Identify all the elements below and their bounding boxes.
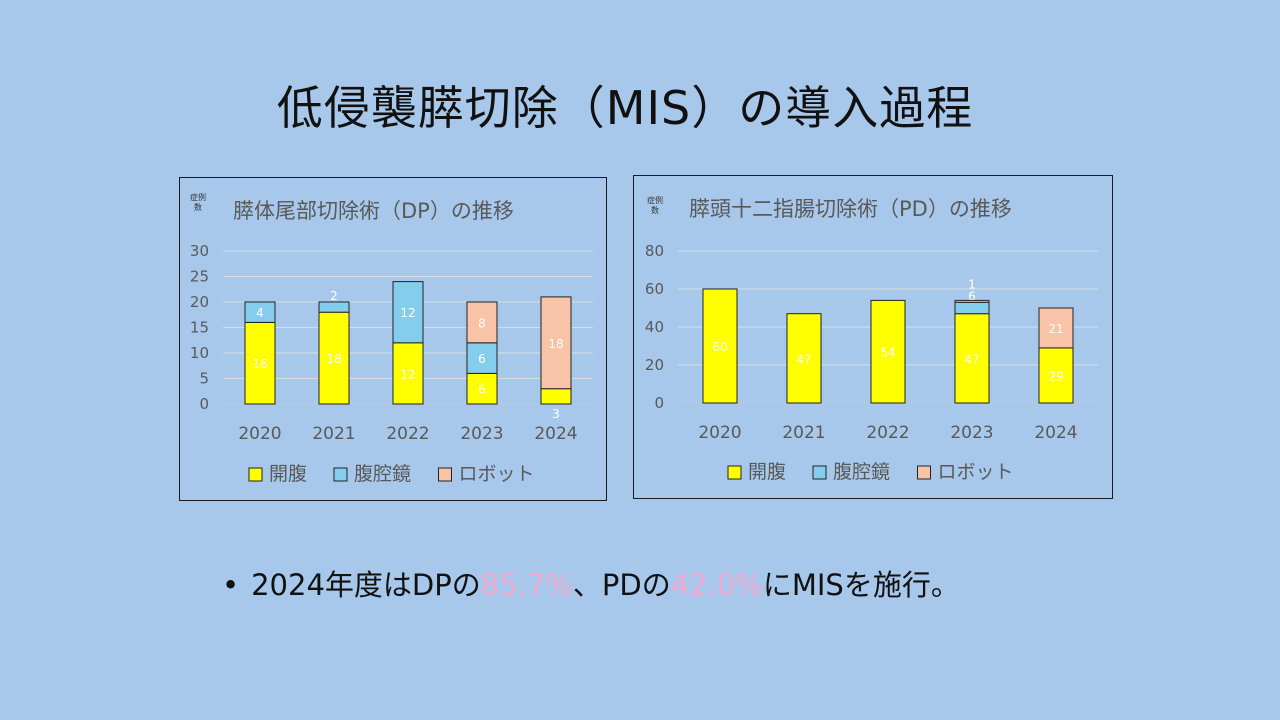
pd-legend-swatch-laparoscopic [812, 465, 827, 480]
dp-y-tick-label: 15 [190, 319, 209, 337]
dp-x-tick-label: 2021 [312, 424, 355, 444]
dp-legend-swatch-open [248, 467, 263, 482]
dp-data-label: 12 [400, 306, 415, 320]
pd-data-label: 6 [968, 289, 976, 303]
dp-y-tick-label: 10 [190, 344, 209, 362]
dp-data-label: 8 [478, 316, 486, 330]
pd-y-tick-label: 0 [654, 394, 664, 412]
summary-text-1: 2024年度はDPの [251, 568, 481, 602]
dp-data-label: 16 [252, 357, 267, 371]
dp-data-label: 6 [478, 352, 486, 366]
pd-bar-open [954, 313, 990, 404]
dp-data-label: 18 [548, 337, 563, 351]
pd-y-tick-label: 60 [645, 280, 664, 298]
dp-chart-svg: 症例数 膵体尾部切除術（DP）の推移 0 5 10 15 20 25 30 16 4 2020 18 2 2… [190, 192, 593, 485]
dp-bar-open [466, 372, 498, 405]
dp-data-label: 3 [552, 407, 560, 421]
dp-data-label: 18 [326, 352, 341, 366]
pd-bar-open [702, 288, 738, 404]
pd-data-label: 54 [880, 346, 895, 360]
dp-bar-robot [540, 296, 572, 390]
dp-data-label: 4 [256, 306, 264, 320]
dp-bar-laparoscopic [318, 301, 350, 313]
pd-bar-open [870, 299, 906, 404]
pd-data-label: 47 [964, 352, 979, 366]
pd-x-tick-label: 2020 [698, 423, 741, 443]
pd-bar-robot [954, 299, 990, 303]
summary-bullet: • 2024年度はDPの85.7%、PDの42.0%にMISを施行。 [222, 562, 960, 604]
dp-data-label: 12 [400, 367, 415, 381]
pd-legend-label-robot: ロボット [938, 461, 1014, 483]
pd-data-label: 47 [796, 352, 811, 366]
dp-bar-laparoscopic [466, 342, 498, 374]
pd-y-axis-label-line1: 症例 [647, 195, 663, 205]
pd-bar-laparoscopic [954, 301, 990, 315]
dp-x-tick-label: 2020 [238, 424, 281, 444]
dp-chart-title: 膵体尾部切除術（DP）の推移 [233, 199, 514, 223]
pd-y-tick-label: 80 [645, 242, 664, 260]
dp-x-tick-label: 2024 [534, 424, 577, 444]
pd-y-tick-label: 40 [645, 318, 664, 336]
pd-x-tick-label: 2024 [1034, 423, 1077, 443]
dp-y-axis-label-line1: 症例 [190, 192, 206, 202]
dp-bar-laparoscopic [244, 301, 276, 323]
dp-y-tick-label: 0 [199, 395, 209, 413]
pd-data-label: 1 [968, 277, 976, 291]
pd-mis-rate: 42.0% [670, 568, 763, 602]
dp-legend-swatch-laparoscopic [333, 467, 348, 482]
bullet-dot: • [222, 568, 240, 602]
dp-legend-swatch-robot [438, 467, 452, 482]
pd-data-label: 21 [1048, 322, 1063, 336]
pd-legend-label-laparoscopic: 腹腔鏡 [833, 461, 890, 483]
dp-legend-label-open: 開腹 [269, 463, 307, 485]
pd-y-axis-label-line2: 数 [651, 205, 659, 215]
slide-title: 低侵襲膵切除（MIS）の導入過程 [276, 81, 974, 135]
pd-data-label: 29 [1048, 369, 1063, 383]
dp-y-tick-label: 20 [190, 293, 209, 311]
dp-chart: 症例数 膵体尾部切除術（DP）の推移 0 5 10 15 20 25 30 16 4 2020 18 2 2… [179, 177, 607, 501]
dp-legend-label-laparoscopic: 腹腔鏡 [354, 463, 411, 485]
dp-y-tick-label: 25 [190, 268, 209, 286]
pd-legend-swatch-open [727, 465, 742, 480]
pd-chart-title: 膵頭十二指腸切除術（PD）の推移 [689, 197, 1012, 221]
dp-bar-open [392, 342, 424, 405]
dp-y-tick-label: 5 [199, 370, 209, 388]
dp-bar-open [244, 321, 276, 405]
dp-bar-open [540, 388, 572, 405]
dp-y-axis-label-line2: 数 [194, 202, 202, 212]
summary-text-2: 、PDの [572, 568, 671, 602]
pd-x-tick-label: 2022 [866, 423, 909, 443]
pd-chart: 症例数 膵頭十二指腸切除術（PD）の推移 0 20 40 60 80 60 2020 47 2021… [633, 175, 1113, 499]
pd-data-label: 60 [712, 340, 727, 354]
pd-y-tick-label: 20 [645, 356, 664, 374]
summary-text-3: にMISを施行。 [762, 568, 960, 602]
dp-bar-robot [466, 301, 498, 344]
dp-x-tick-label: 2023 [460, 424, 503, 444]
dp-mis-rate: 85.7% [480, 568, 573, 602]
pd-legend-label-open: 開腹 [748, 461, 786, 483]
dp-y-tick-label: 30 [190, 242, 209, 260]
dp-x-tick-label: 2022 [386, 424, 429, 444]
pd-chart-svg: 症例数 膵頭十二指腸切除術（PD）の推移 0 20 40 60 80 60 2020 47 2021… [645, 195, 1098, 483]
dp-data-label: 2 [330, 289, 338, 303]
pd-x-tick-label: 2021 [782, 423, 825, 443]
pd-legend-swatch-robot [917, 465, 931, 480]
dp-legend-label-robot: ロボット [459, 463, 535, 485]
dp-bar-laparoscopic [392, 281, 424, 344]
dp-data-label: 6 [478, 383, 486, 397]
dp-bar-open [318, 311, 350, 405]
pd-x-tick-label: 2023 [950, 423, 993, 443]
pd-bar-robot [1038, 307, 1074, 349]
pd-bar-open [786, 313, 822, 404]
